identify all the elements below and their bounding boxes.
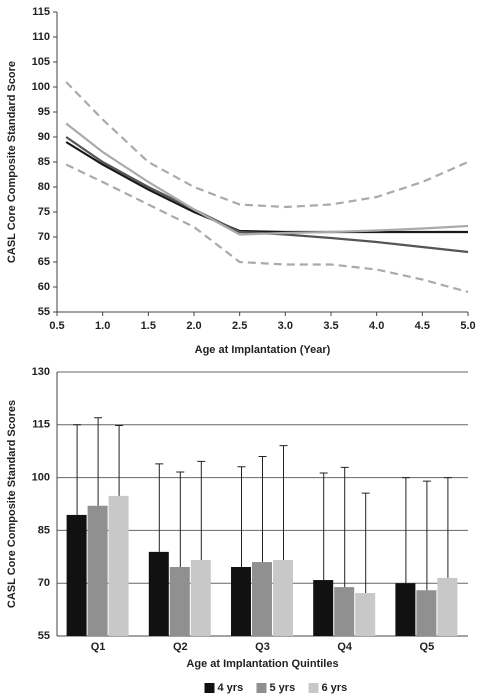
bar xyxy=(87,505,108,636)
bar xyxy=(355,593,376,636)
x-tick-label: 5.0 xyxy=(460,320,475,332)
bar xyxy=(416,590,437,636)
legend-swatch xyxy=(256,683,267,693)
x-tick-label: 1.5 xyxy=(141,320,156,332)
y-axis-label: CASL Core Composite Standard Score xyxy=(6,61,18,263)
error-bar xyxy=(258,455,267,563)
y-tick-label: 100 xyxy=(32,81,50,93)
legend-swatch xyxy=(204,683,215,693)
x-tick-label: 2.5 xyxy=(232,320,247,332)
error-bar xyxy=(115,425,124,496)
bar xyxy=(148,551,169,636)
x-tick-label: Q3 xyxy=(255,641,270,653)
x-axis-label: Age at Implantation (Year) xyxy=(195,344,331,356)
bar xyxy=(437,577,458,636)
y-tick-label: 55 xyxy=(38,306,50,318)
x-tick-label: Q2 xyxy=(173,641,188,653)
error-bar xyxy=(94,417,103,506)
y-tick-label: 60 xyxy=(38,281,50,293)
y-tick-label: 115 xyxy=(32,419,50,431)
bar xyxy=(395,583,416,636)
y-tick-label: 110 xyxy=(32,31,50,43)
x-tick-label: 3.0 xyxy=(278,320,293,332)
legend-swatch xyxy=(308,683,319,693)
error-bar xyxy=(73,424,82,515)
y-tick-label: 105 xyxy=(32,56,50,68)
y-tick-label: 65 xyxy=(38,256,50,268)
error-bar xyxy=(176,471,185,568)
x-tick-label: 4.0 xyxy=(369,320,384,332)
legend-label: 4 yrs xyxy=(218,682,244,694)
error-bar xyxy=(340,466,349,588)
line-series xyxy=(65,141,468,234)
line-series xyxy=(65,163,469,294)
y-tick-label: 100 xyxy=(32,472,50,484)
x-tick-label: Q1 xyxy=(91,641,106,653)
x-tick-label: 0.5 xyxy=(49,320,64,332)
error-bar xyxy=(422,480,431,591)
bar xyxy=(169,567,190,636)
y-axis-label: CASL Core Composite Standard Scores xyxy=(6,400,18,608)
error-bar xyxy=(237,466,246,568)
error-bar xyxy=(279,445,288,560)
x-tick-label: 1.0 xyxy=(95,320,110,332)
legend-label: 5 yrs xyxy=(270,682,296,694)
line-series xyxy=(65,122,469,236)
bar xyxy=(313,580,334,636)
x-tick-label: 3.5 xyxy=(323,320,338,332)
error-bar xyxy=(401,477,410,584)
error-bar xyxy=(443,477,452,578)
x-tick-label: Q5 xyxy=(420,641,435,653)
error-bar xyxy=(155,463,164,552)
bar xyxy=(108,495,129,636)
y-tick-label: 95 xyxy=(38,106,50,118)
y-tick-label: 70 xyxy=(38,231,50,243)
y-tick-label: 75 xyxy=(38,206,50,218)
legend-label: 6 yrs xyxy=(322,682,348,694)
error-bar xyxy=(361,492,370,594)
bar xyxy=(273,559,293,636)
bar xyxy=(334,587,355,636)
x-axis-label: Age at Implantation Quintiles xyxy=(186,658,338,670)
error-bar xyxy=(197,460,206,560)
y-tick-label: 115 xyxy=(32,6,50,18)
y-tick-label: 70 xyxy=(38,577,50,589)
y-tick-label: 55 xyxy=(38,630,50,642)
error-bar xyxy=(319,472,328,581)
bar xyxy=(231,567,251,636)
x-tick-label: 4.5 xyxy=(415,320,430,332)
y-tick-label: 85 xyxy=(38,156,50,168)
bar xyxy=(190,559,211,636)
x-tick-label: 2.0 xyxy=(186,320,201,332)
x-tick-label: Q4 xyxy=(337,641,353,653)
y-tick-label: 80 xyxy=(38,181,50,193)
y-tick-label: 85 xyxy=(38,524,50,536)
y-tick-label: 130 xyxy=(32,366,50,378)
bar xyxy=(66,514,87,636)
bar xyxy=(252,562,272,636)
y-tick-label: 90 xyxy=(38,131,50,143)
line-series xyxy=(65,81,469,209)
